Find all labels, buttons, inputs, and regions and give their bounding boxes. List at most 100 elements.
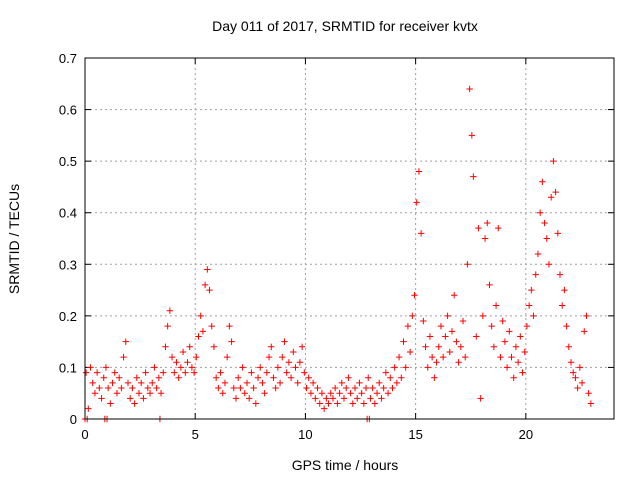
grid-lines xyxy=(85,58,614,419)
data-point xyxy=(576,364,584,371)
data-point xyxy=(519,369,526,376)
data-point xyxy=(239,364,246,371)
data-point xyxy=(565,343,573,350)
data-point xyxy=(230,384,237,392)
data-point xyxy=(466,85,473,93)
data-point xyxy=(356,379,363,387)
data-point xyxy=(323,395,330,402)
y-axis-label: SRMTID / TECUs xyxy=(6,184,22,294)
data-point xyxy=(351,384,359,392)
data-point xyxy=(578,379,586,387)
data-point xyxy=(453,338,460,345)
data-point xyxy=(448,328,456,335)
data-point xyxy=(261,390,268,397)
data-point xyxy=(360,400,368,407)
data-point xyxy=(153,384,160,392)
data-point xyxy=(177,364,185,371)
data-point xyxy=(572,374,579,381)
data-point xyxy=(506,328,513,335)
data-point xyxy=(124,379,132,387)
data-point xyxy=(536,209,544,216)
data-point xyxy=(118,384,125,392)
data-point xyxy=(439,353,447,361)
data-point xyxy=(87,364,94,371)
data-point xyxy=(512,343,520,350)
data-point xyxy=(473,333,480,340)
data-point xyxy=(250,384,257,392)
data-point xyxy=(268,343,275,350)
data-point xyxy=(82,369,90,376)
data-point xyxy=(166,307,174,314)
data-point xyxy=(298,343,306,350)
data-point xyxy=(501,338,509,345)
data-point xyxy=(126,395,134,402)
data-point xyxy=(226,322,233,330)
data-point xyxy=(329,395,337,402)
data-point xyxy=(221,379,229,387)
data-point xyxy=(455,359,462,366)
data-point xyxy=(219,390,226,397)
data-point xyxy=(190,369,198,376)
data-point xyxy=(395,353,403,361)
data-point xyxy=(349,400,357,407)
data-point xyxy=(122,338,129,345)
data-point xyxy=(415,168,423,175)
data-point xyxy=(369,384,376,392)
x-tick-label: 5 xyxy=(192,427,199,442)
data-point xyxy=(446,348,453,356)
data-point xyxy=(129,384,136,392)
data-point xyxy=(567,359,575,366)
data-point xyxy=(188,364,196,371)
data-point xyxy=(208,322,215,330)
data-point xyxy=(420,317,427,325)
data-point xyxy=(464,261,471,268)
x-tick-label: 0 xyxy=(81,427,88,442)
data-point xyxy=(354,395,361,402)
data-point xyxy=(490,343,498,350)
data-point xyxy=(486,281,493,289)
data-point xyxy=(223,353,231,361)
data-point xyxy=(331,384,339,392)
data-point xyxy=(246,395,253,402)
data-point xyxy=(265,353,273,361)
data-point xyxy=(380,384,387,392)
data-point xyxy=(492,302,500,309)
data-point xyxy=(270,374,277,381)
data-point xyxy=(259,379,266,387)
data-point xyxy=(550,157,557,165)
data-point xyxy=(89,379,96,387)
data-point xyxy=(444,312,451,320)
data-point xyxy=(428,353,436,361)
data-point xyxy=(530,312,537,320)
data-point xyxy=(281,338,288,345)
data-point xyxy=(376,379,383,387)
data-point xyxy=(309,379,317,387)
data-point xyxy=(279,353,286,361)
plot-frame xyxy=(84,57,615,420)
data-point xyxy=(510,374,517,381)
data-point xyxy=(91,390,99,397)
data-point xyxy=(160,369,167,376)
data-point xyxy=(149,379,156,387)
data-point xyxy=(417,230,425,237)
data-point xyxy=(272,384,279,392)
data-point xyxy=(521,348,528,356)
data-point xyxy=(131,400,138,407)
data-point xyxy=(111,369,118,376)
data-point xyxy=(371,400,379,407)
data-point xyxy=(96,384,103,392)
data-point xyxy=(120,353,127,361)
data-point xyxy=(248,369,255,376)
data-point xyxy=(164,322,171,330)
data-point xyxy=(228,338,235,345)
data-point xyxy=(162,343,169,350)
data-point xyxy=(581,328,588,335)
data-point xyxy=(556,271,564,278)
y-tick-label: 0 xyxy=(70,412,77,427)
x-tick-label: 20 xyxy=(519,427,533,442)
data-point xyxy=(283,369,290,376)
data-point xyxy=(276,379,284,387)
data-point xyxy=(155,374,163,381)
data-point xyxy=(109,379,116,387)
data-point xyxy=(517,333,524,340)
